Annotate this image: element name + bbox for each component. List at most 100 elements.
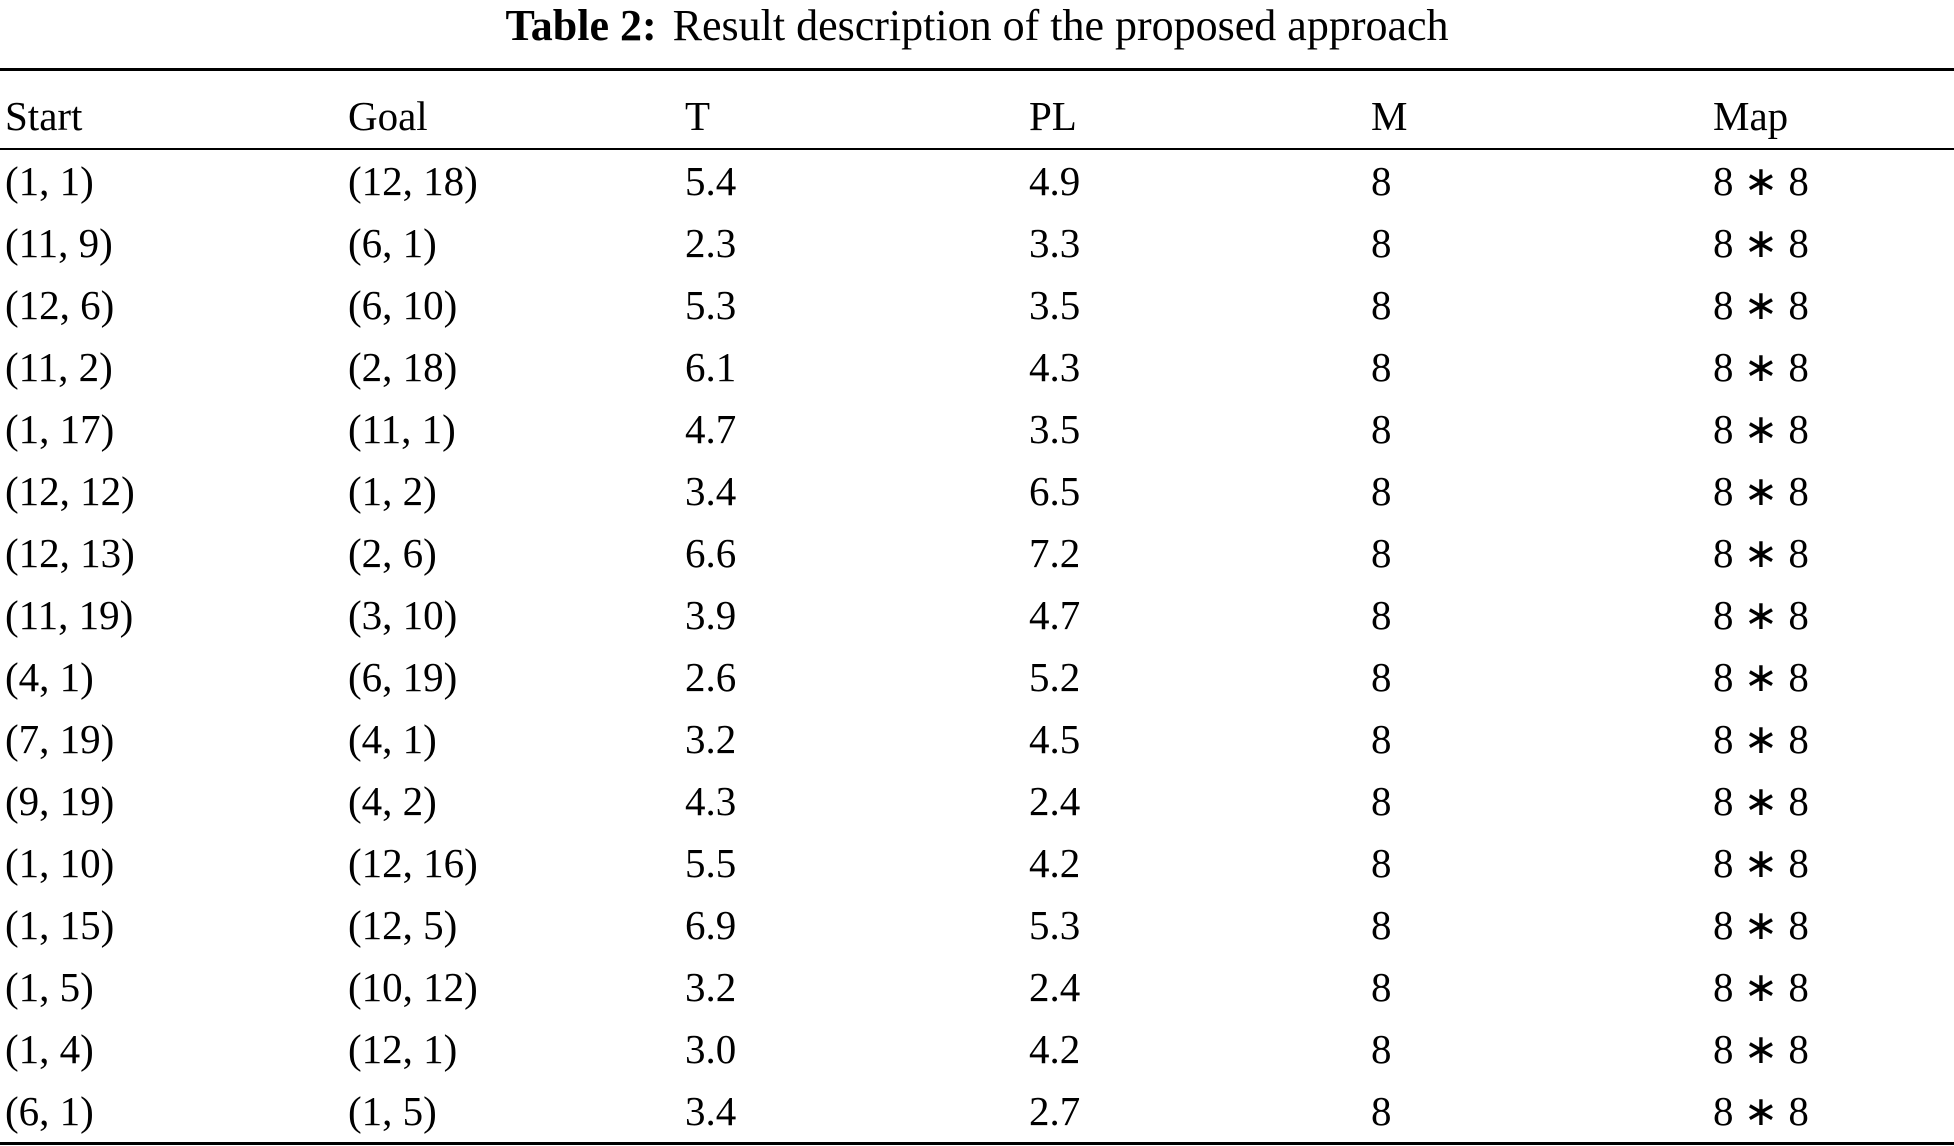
table-cell: 4.5 [1029,716,1081,762]
table-cell: (11, 1) [348,406,456,452]
table-cell: 8 [1371,654,1392,700]
table-cell: 8 ∗ 8 [1713,654,1809,700]
table-cell: 6.5 [1029,468,1081,514]
table-cell: (10, 12) [348,964,478,1010]
table-row: (12, 13) (2, 6) 6.6 7.2 8 8 ∗ 8 [0,522,1954,584]
table-cell: 3.9 [685,592,737,638]
table-cell: (2, 18) [348,344,458,390]
table-cell: (4, 1) [348,716,437,762]
table-cell: 5.3 [685,282,737,328]
table-cell: 4.3 [1029,344,1081,390]
table-cell: 2.6 [685,654,737,700]
table-row: (1, 5) (10, 12) 3.2 2.4 8 8 ∗ 8 [0,956,1954,1018]
table-cell: 2.7 [1029,1088,1081,1134]
table-cell: (6, 1) [5,1088,94,1134]
table-cell: 8 ∗ 8 [1713,1088,1809,1134]
table-cell: 3.5 [1029,282,1081,328]
table-cell: 4.9 [1029,158,1081,204]
table-cell: (4, 1) [5,654,94,700]
table-cell: 8 [1371,530,1392,576]
table-cell: (1, 15) [5,902,115,948]
table-cell: 5.2 [1029,654,1081,700]
table-cell: 8 [1371,592,1392,638]
table-cell: 8 ∗ 8 [1713,344,1809,390]
table-cell: (1, 4) [5,1026,94,1072]
caption-label: Table 2: [505,1,657,50]
table-cell: 7.2 [1029,530,1081,576]
table-row: (9, 19) (4, 2) 4.3 2.4 8 8 ∗ 8 [0,770,1954,832]
table-cell: 6.1 [685,344,737,390]
table-cell: 6.6 [685,530,737,576]
table-cell: (6, 10) [348,282,458,328]
table-cell: (1, 10) [5,840,115,886]
table-cell: 8 [1371,1026,1392,1072]
table-cell: 4.7 [685,406,737,452]
table-row: (11, 19) (3, 10) 3.9 4.7 8 8 ∗ 8 [0,584,1954,646]
table-cell: 8 [1371,716,1392,762]
table-cell: 8 ∗ 8 [1713,406,1809,452]
table-cell: 8 ∗ 8 [1713,964,1809,1010]
table-cell: 3.0 [685,1026,737,1072]
table-cell: 8 [1371,1088,1392,1134]
table-row: (6, 1) (1, 5) 3.4 2.7 8 8 ∗ 8 [0,1080,1954,1144]
table-cell: 8 [1371,344,1392,390]
table-row: (1, 4) (12, 1) 3.0 4.2 8 8 ∗ 8 [0,1018,1954,1080]
table-cell: 8 ∗ 8 [1713,468,1809,514]
table-cell: 3.2 [685,964,737,1010]
table-cell: (6, 1) [348,220,437,266]
table-row: (1, 1) (12, 18) 5.4 4.9 8 8 ∗ 8 [0,149,1954,212]
table-row: (11, 9) (6, 1) 2.3 3.3 8 8 ∗ 8 [0,212,1954,274]
table-cell: 8 ∗ 8 [1713,902,1809,948]
table-cell: 3.2 [685,716,737,762]
table-cell: (3, 10) [348,592,458,638]
table-cell: 8 ∗ 8 [1713,716,1809,762]
table-cell: (1, 17) [5,406,115,452]
table-cell: (2, 6) [348,530,437,576]
column-header-pl: PL [1024,69,1366,150]
table-cell: (9, 19) [5,778,115,824]
table-cell: 4.7 [1029,592,1081,638]
table-cell: 5.3 [1029,902,1081,948]
table-cell: (11, 9) [5,220,113,266]
column-header-map: Map [1708,69,1954,150]
table-cell: 8 [1371,840,1392,886]
table-row: (1, 17) (11, 1) 4.7 3.5 8 8 ∗ 8 [0,398,1954,460]
table-cell: 8 [1371,778,1392,824]
table-cell: (12, 12) [5,468,135,514]
column-header-goal: Goal [343,69,680,150]
results-table: Start Goal T PL M Map (1, 1) (12, 18) 5.4 4.9 8 8 … [0,68,1954,1145]
table-cell: 6.9 [685,902,737,948]
table-cell: 8 [1371,468,1392,514]
column-header-m: M [1366,69,1708,150]
column-header-start: Start [0,69,343,150]
table-cell: 8 [1371,158,1392,204]
table-cell: (11, 2) [5,344,113,390]
table-row: (4, 1) (6, 19) 2.6 5.2 8 8 ∗ 8 [0,646,1954,708]
table-cell: (12, 16) [348,840,478,886]
table-row: (7, 19) (4, 1) 3.2 4.5 8 8 ∗ 8 [0,708,1954,770]
table-cell: 5.4 [685,158,737,204]
table-cell: 3.5 [1029,406,1081,452]
table-cell: 8 ∗ 8 [1713,530,1809,576]
table-cell: (4, 2) [348,778,437,824]
table-cell: 4.2 [1029,1026,1081,1072]
table-cell: (12, 1) [348,1026,458,1072]
table-cell: (11, 19) [5,592,134,638]
table-row: (12, 6) (6, 10) 5.3 3.5 8 8 ∗ 8 [0,274,1954,336]
table-cell: 4.3 [685,778,737,824]
table-cell: (12, 13) [5,530,135,576]
table-row: (12, 12) (1, 2) 3.4 6.5 8 8 ∗ 8 [0,460,1954,522]
table-cell: 8 [1371,902,1392,948]
table-cell: 8 ∗ 8 [1713,592,1809,638]
column-header-t: T [680,69,1024,150]
table-body: (1, 1) (12, 18) 5.4 4.9 8 8 ∗ 8 (11, 9) (6, 1) 2… [0,149,1954,1144]
table-cell: 5.5 [685,840,737,886]
table-cell: 8 ∗ 8 [1713,158,1809,204]
table-cell: (7, 19) [5,716,115,762]
table-row: (1, 15) (12, 5) 6.9 5.3 8 8 ∗ 8 [0,894,1954,956]
caption-text: Result description of the proposed appro… [672,1,1449,50]
table-cell: 3.4 [685,468,737,514]
table-caption: Table 2: Result description of the propos… [0,0,1954,50]
table-cell: 8 ∗ 8 [1713,840,1809,886]
